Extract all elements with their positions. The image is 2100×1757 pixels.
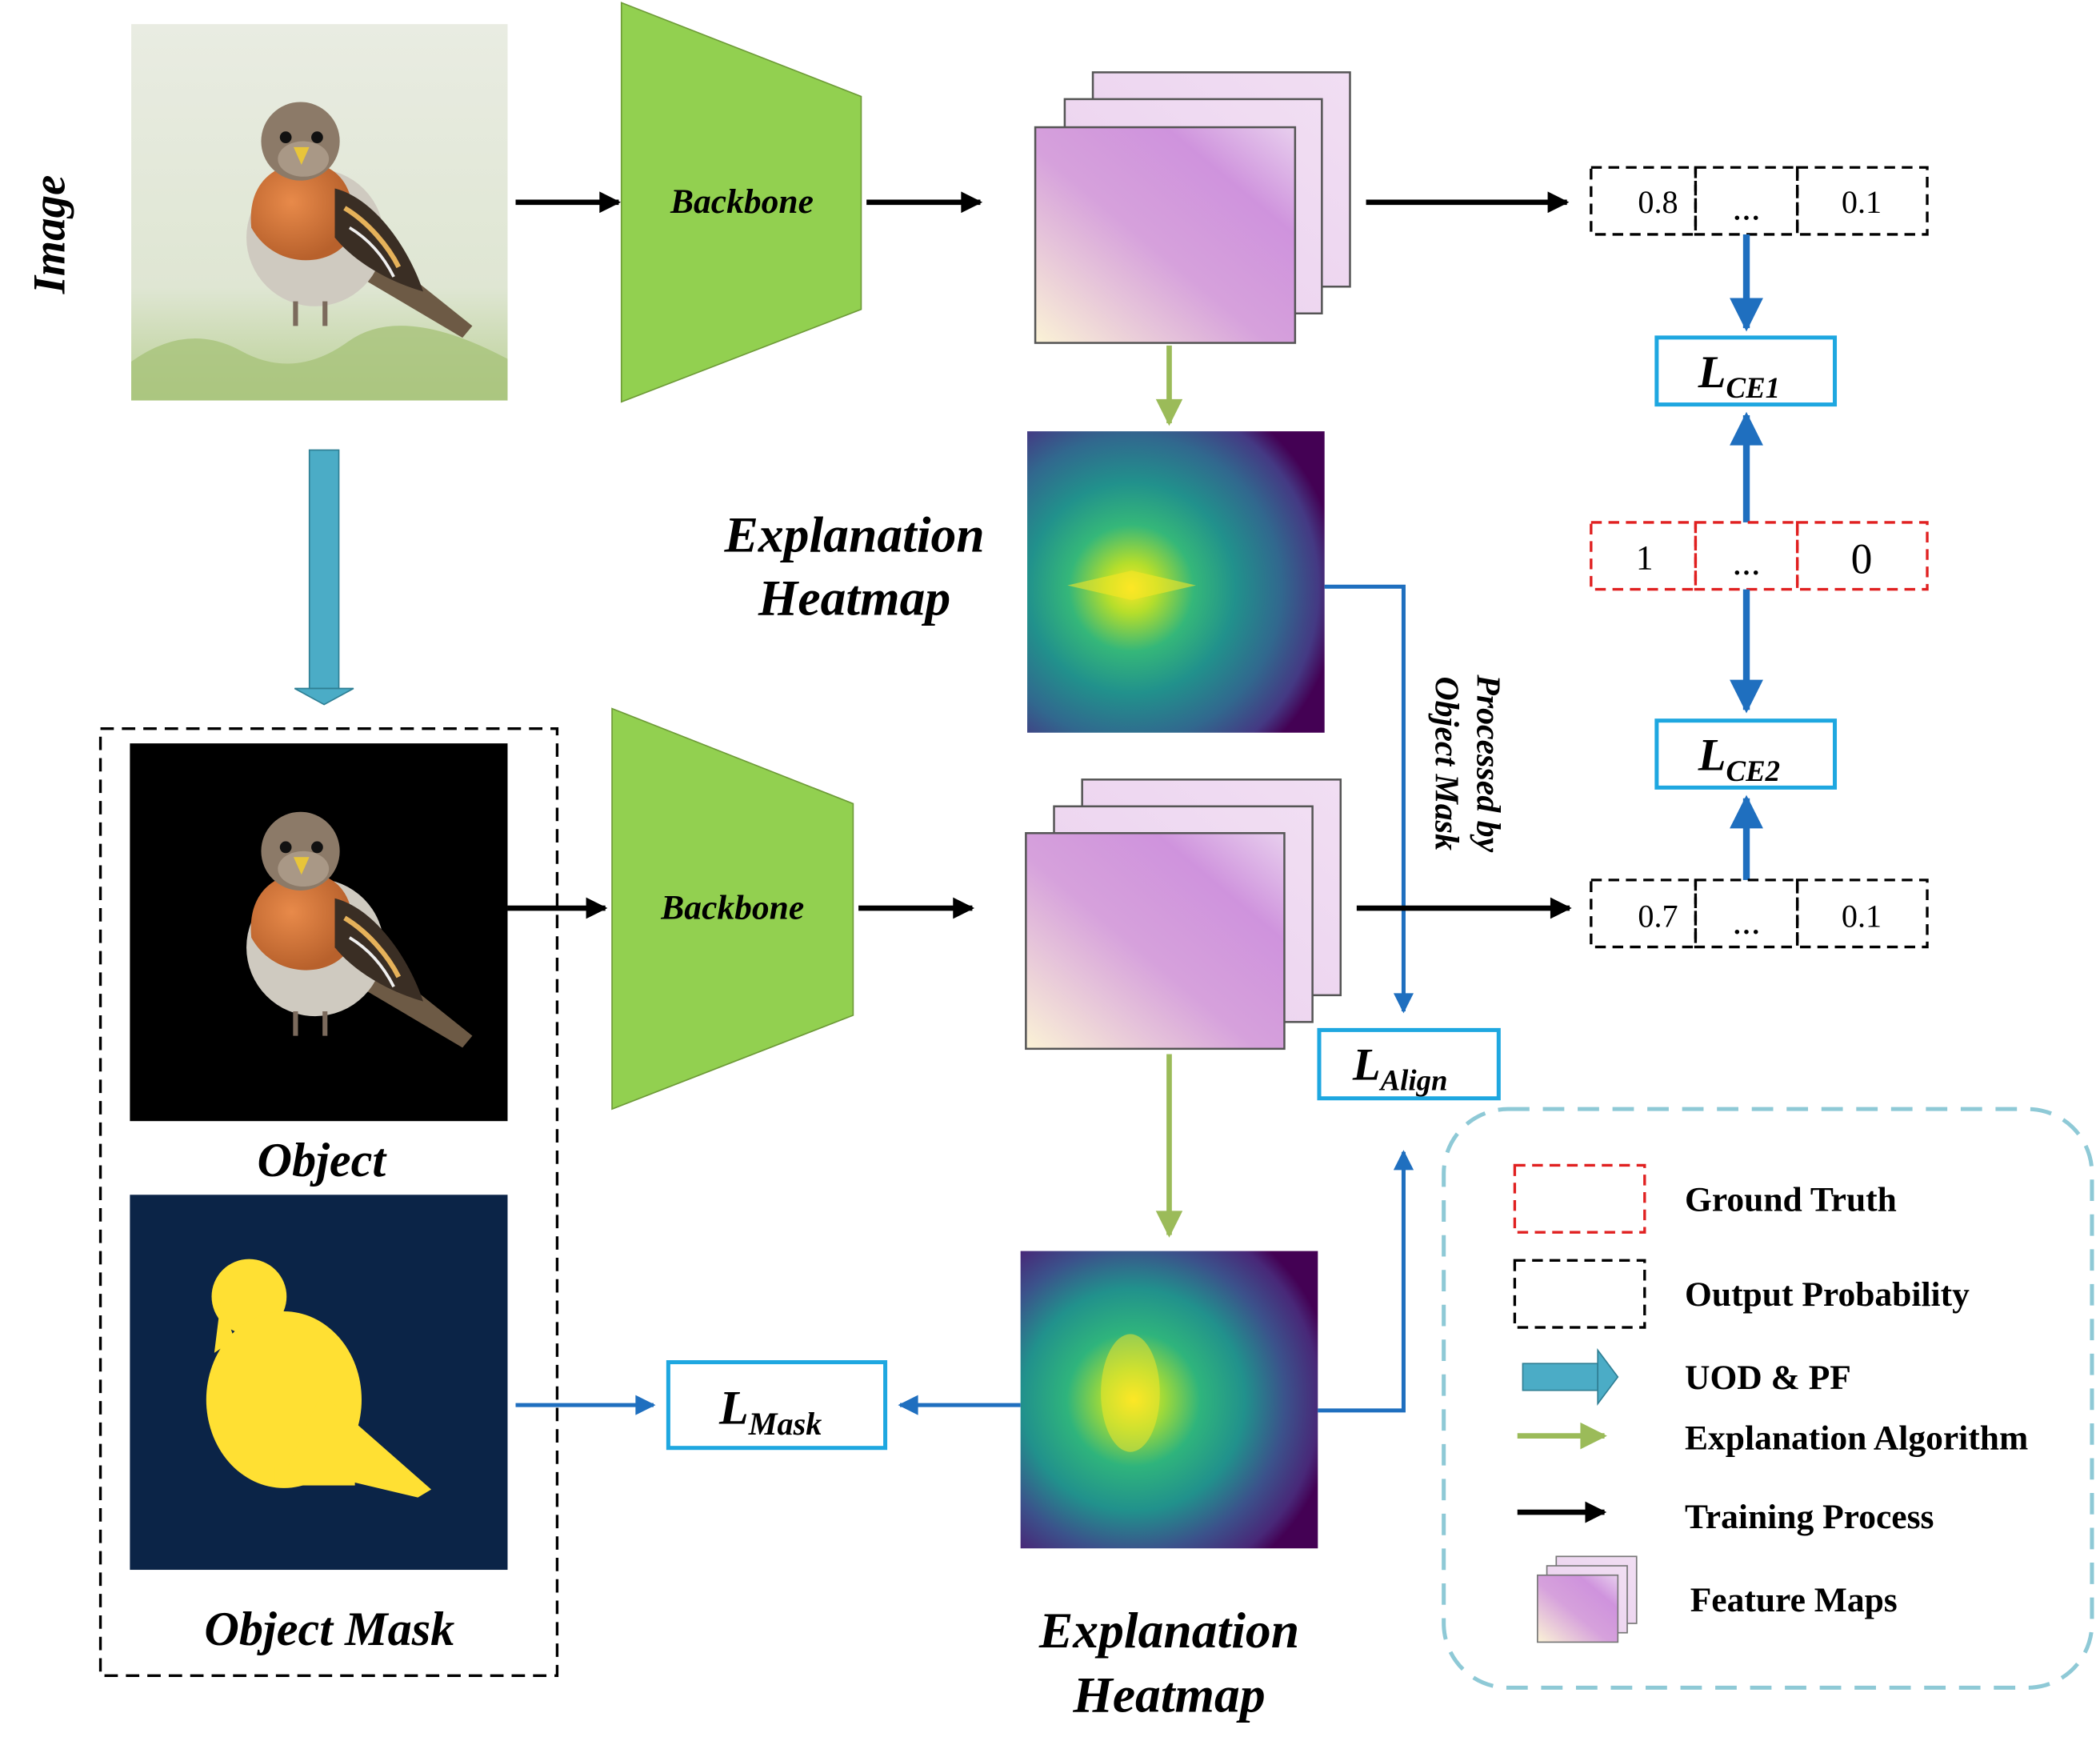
backbone-bottom: Backbone xyxy=(611,707,854,1111)
loss-align: LAlign xyxy=(1317,1027,1501,1101)
gt-1: ... xyxy=(1732,542,1760,583)
legend-explanation-algorithm: Explanation Algorithm xyxy=(1685,1419,2028,1457)
heatmap-bottom-highlight xyxy=(1101,1334,1160,1452)
backbone-top-label: Backbone xyxy=(670,182,814,221)
heatmap-bottom-label-1: Explanation xyxy=(1038,1602,1299,1659)
uod-arrow xyxy=(294,449,354,706)
object-label: Object xyxy=(257,1134,387,1187)
loss-align-main: L xyxy=(1352,1039,1381,1090)
loss-ce2-sub: CE2 xyxy=(1726,754,1781,787)
loss-mask-main: L xyxy=(718,1382,749,1435)
svg-text:LAlign: LAlign xyxy=(1352,1039,1448,1096)
legend-prob-swatch xyxy=(1513,1259,1646,1329)
feature-maps-top xyxy=(1034,71,1351,344)
legend-gt-swatch xyxy=(1513,1163,1646,1234)
legend-ground-truth: Ground Truth xyxy=(1685,1180,1897,1219)
loss-ce1-sub: CE1 xyxy=(1726,371,1781,404)
object-mask-label: Object Mask xyxy=(204,1603,454,1656)
gt-0: 1 xyxy=(1636,538,1654,577)
heatmap-top-label-1: Explanation xyxy=(723,506,984,563)
prob-bottom-2: 0.1 xyxy=(1842,898,1882,934)
loss-ce2: LCE2 xyxy=(1654,718,1838,790)
gt-2: 0 xyxy=(1851,535,1873,583)
prob-top: 0.8 ... 0.1 xyxy=(1590,166,1929,236)
input-image xyxy=(131,24,508,401)
processed-label-2: Object Mask xyxy=(1428,677,1465,850)
backbone-top: Backbone xyxy=(620,2,862,403)
legend-feature-maps-icon xyxy=(1537,1555,1638,1643)
loss-mask-sub: Mask xyxy=(748,1406,822,1442)
heatmap-bottom xyxy=(1020,1251,1318,1549)
prob-top-2: 0.1 xyxy=(1842,184,1882,220)
prob-bottom: 0.7 ... 0.1 xyxy=(1590,878,1929,949)
loss-ce2-main: L xyxy=(1698,730,1726,781)
loss-ce1: LCE1 xyxy=(1654,335,1838,407)
legend: Ground Truth Output Probability UOD & PF… xyxy=(1442,1107,2094,1690)
arrow-heatmap-bottom-to-lalign xyxy=(1318,1150,1414,1413)
legend-training-process: Training Process xyxy=(1685,1498,1934,1536)
prob-bottom-1: ... xyxy=(1732,901,1760,943)
legend-uod-pf: UOD & PF xyxy=(1685,1359,1851,1397)
legend-feature-maps: Feature Maps xyxy=(1690,1581,1898,1619)
svg-text:LCE2: LCE2 xyxy=(1698,730,1780,787)
object-image xyxy=(130,743,508,1122)
processed-label-1: Processed by xyxy=(1470,674,1506,852)
object-container xyxy=(98,727,559,1677)
loss-align-sub: Align xyxy=(1379,1064,1448,1097)
loss-mask: LMask xyxy=(666,1360,888,1451)
image-label: Image xyxy=(24,175,74,295)
loss-ce1-main: L xyxy=(1698,347,1726,398)
prob-top-0: 0.8 xyxy=(1638,184,1678,220)
svg-text:LCE1: LCE1 xyxy=(1698,347,1780,404)
legend-output-probability: Output Probability xyxy=(1685,1275,1970,1314)
prob-bottom-0: 0.7 xyxy=(1638,898,1678,934)
feature-maps-bottom xyxy=(1025,778,1342,1051)
prob-top-1: ... xyxy=(1732,187,1760,229)
legend-uod-arrow-icon xyxy=(1522,1347,1619,1406)
svg-text:LMask: LMask xyxy=(718,1382,822,1442)
heatmap-top-label-2: Heatmap xyxy=(758,569,950,626)
object-mask-image xyxy=(130,1195,508,1571)
arrow-heatmap-top-to-lalign xyxy=(1324,584,1414,1014)
backbone-bottom-label: Backbone xyxy=(660,888,804,927)
heatmap-bottom-label-2: Heatmap xyxy=(1072,1666,1265,1723)
ground-truth-boxes: 1 ... 0 xyxy=(1590,521,1929,591)
